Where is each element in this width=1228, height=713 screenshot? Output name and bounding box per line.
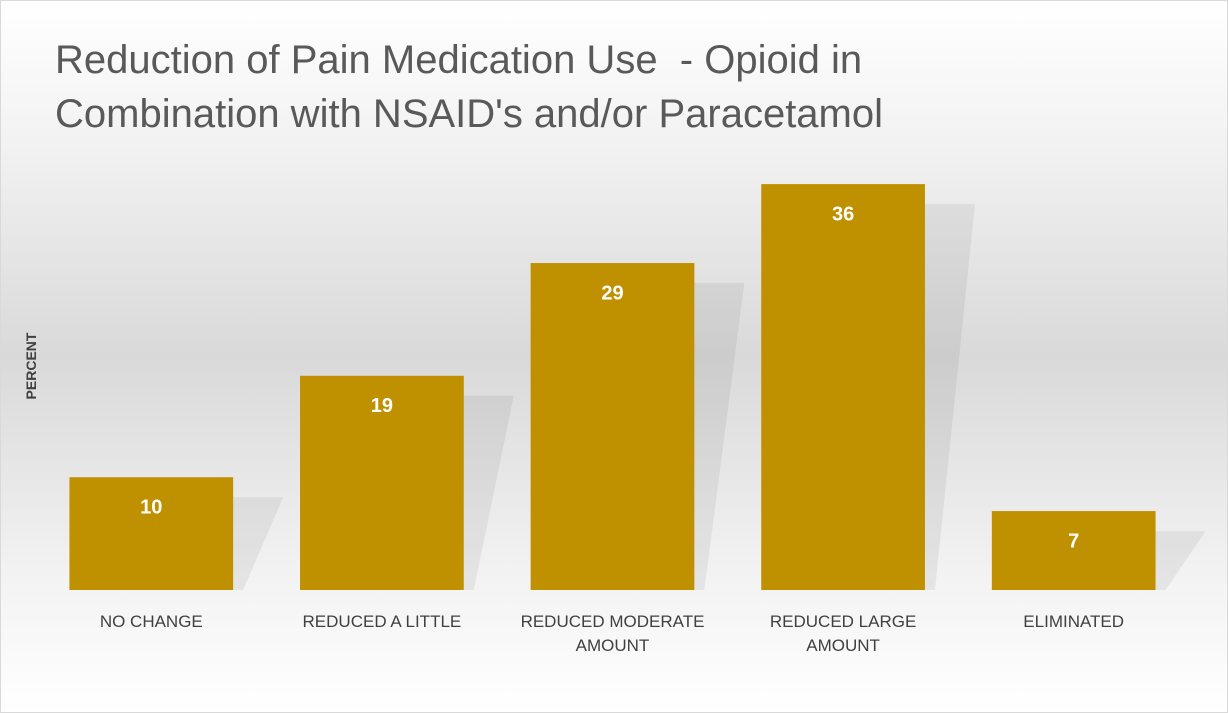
data-label: 10 [140,497,162,519]
data-label: 36 [832,203,854,225]
data-label: 19 [371,395,393,417]
bar [991,511,1156,590]
x-tick-label: NO CHANGE [99,612,203,631]
bar-shadow [694,283,745,590]
bar-shadow [924,204,975,590]
x-tick-label: REDUCED MODERATE AMOUNT [520,612,705,655]
bar-shadow [1155,531,1206,590]
bar-shadow [463,395,514,590]
bar [761,184,925,590]
x-tick-label: ELIMINATED [1023,612,1125,631]
bar [530,263,695,590]
data-label: 29 [601,282,623,304]
x-tick-label: REDUCED LARGE AMOUNT [769,612,917,655]
data-label: 7 [1068,530,1079,552]
bar [69,477,234,590]
x-tick-label: REDUCED A LITTLE [302,612,462,631]
bar-shadow [233,497,284,590]
bar [300,375,464,590]
chart-title: Reduction of Pain Medication Use - Opioi… [55,38,884,136]
